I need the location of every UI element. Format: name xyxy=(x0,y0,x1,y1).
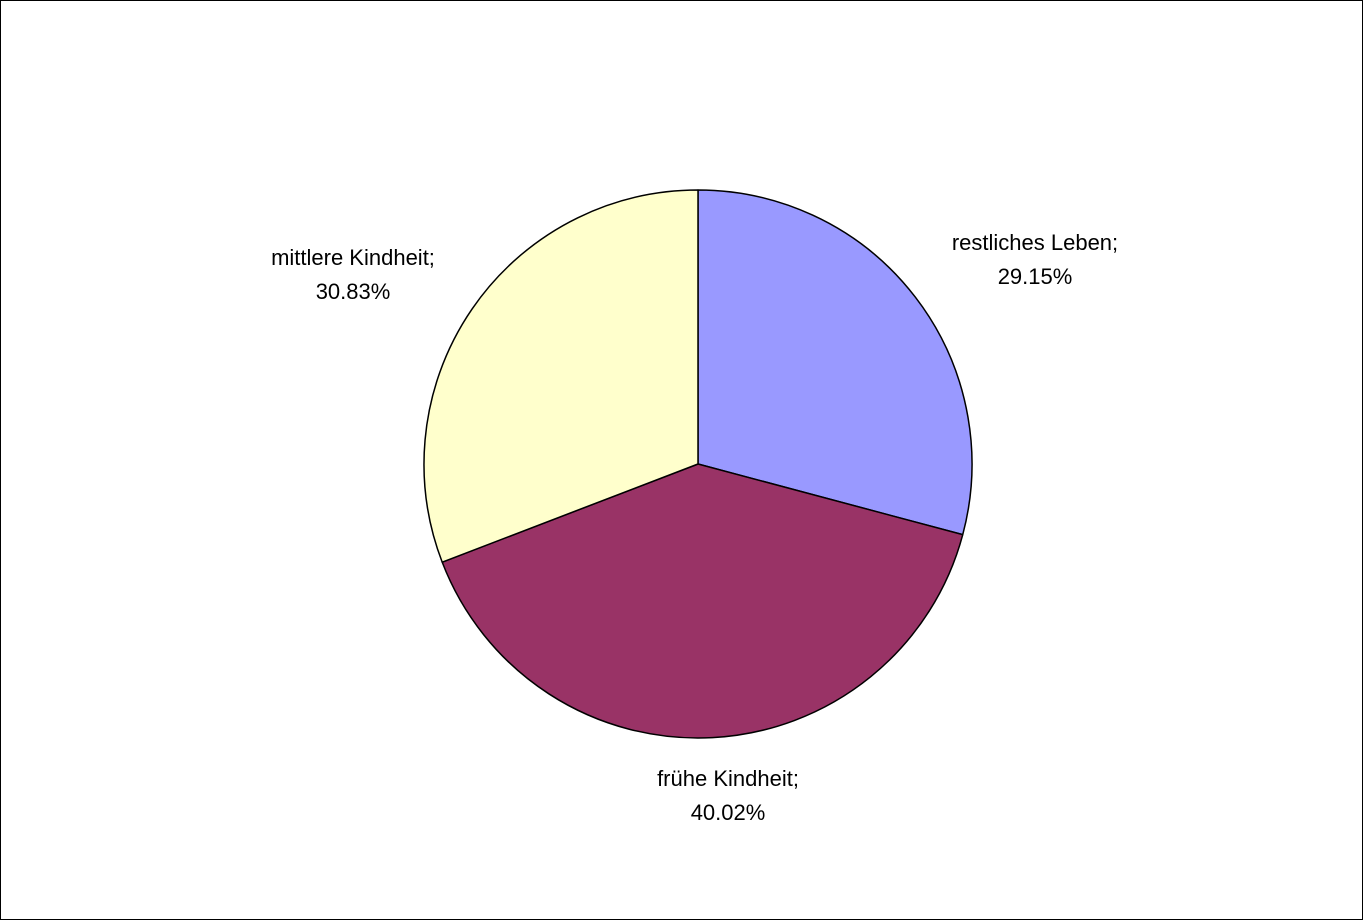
slice-label-restliches-leben-name: restliches Leben; xyxy=(952,230,1118,255)
pie-slice-mittlere-kindheit xyxy=(423,189,699,563)
slice-label-mittlere-kindheit-name: mittlere Kindheit; xyxy=(271,245,435,270)
slice-label-restliches-leben-value: 29.15% xyxy=(998,264,1073,289)
pie-slice-restliches-leben xyxy=(697,189,973,536)
pie-slices xyxy=(423,189,973,739)
slice-label-fruehe-kindheit: frühe Kindheit; 40.02% xyxy=(657,766,799,825)
slice-label-mittlere-kindheit-value: 30.83% xyxy=(316,279,391,304)
slice-label-fruehe-kindheit-value: 40.02% xyxy=(691,800,766,825)
slice-label-mittlere-kindheit: mittlere Kindheit; 30.83% xyxy=(271,245,435,304)
pie-slice-fruehe-kindheit xyxy=(441,463,964,739)
slice-label-restliches-leben: restliches Leben; 29.15% xyxy=(952,230,1118,289)
slice-label-fruehe-kindheit-name: frühe Kindheit; xyxy=(657,766,799,791)
